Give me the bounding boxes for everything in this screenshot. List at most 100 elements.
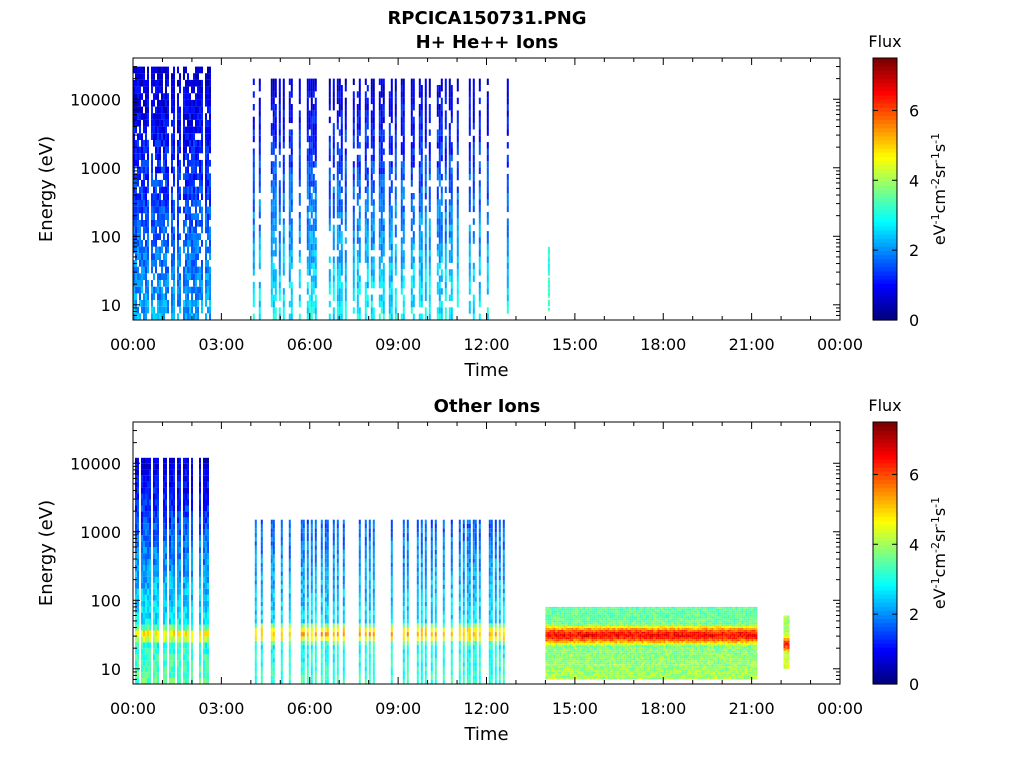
colorbar-swatch — [873, 626, 897, 632]
colorbar-swatch — [873, 548, 897, 554]
colorbar-swatch — [873, 675, 897, 681]
colorbar-swatch — [873, 462, 897, 468]
colorbar-swatch — [873, 667, 897, 673]
colorbar-swatch — [873, 557, 897, 562]
y-axis: 10 100 1000 10000 — [70, 421, 840, 685]
colorbar-swatch — [873, 115, 897, 120]
x-axis: 00:00 03:00 06:00 09:00 12:00 15:00 18:00 21:00… — [110, 422, 863, 718]
colorbar-tick-label: 2 — [909, 605, 919, 624]
colorbar-swatch — [873, 507, 897, 513]
colorbar-swatch — [873, 422, 897, 427]
colorbar-swatch — [873, 483, 897, 489]
x-tick-label: 15:00 — [552, 335, 598, 354]
colorbar-swatch — [873, 172, 897, 178]
colorbar-swatch — [873, 254, 897, 260]
colorbar-swatch — [873, 74, 897, 80]
colorbar-swatch — [873, 516, 897, 521]
y-tick-label: 10000 — [70, 454, 121, 473]
colorbar-swatch — [873, 634, 897, 640]
colorbar-swatch — [873, 111, 897, 116]
colorbar-swatch — [873, 491, 897, 497]
colorbar-swatch — [873, 487, 897, 493]
colorbar-swatch — [873, 209, 897, 215]
colorbar-label: Flux — [868, 32, 901, 51]
colorbar: 0 2 4 6 — [872, 57, 919, 330]
colorbar-swatch — [873, 467, 897, 472]
colorbar-label: Flux — [868, 396, 901, 415]
colorbar-swatch — [873, 131, 897, 137]
x-tick-label: 00:00 — [817, 335, 863, 354]
colorbar-swatch — [873, 663, 897, 669]
colorbar-swatch — [873, 299, 897, 305]
colorbar-tick-label: 0 — [909, 675, 919, 694]
y-axis-label: Energy (eV) — [36, 136, 57, 242]
colorbar-swatch — [873, 532, 897, 538]
colorbar-swatch — [873, 90, 897, 96]
colorbar-swatch — [873, 103, 897, 108]
x-axis-label: Time — [463, 360, 508, 381]
x-tick-label: 09:00 — [375, 699, 421, 718]
colorbar-swatch — [873, 86, 897, 92]
colorbar-swatch — [873, 94, 897, 100]
colorbar-swatch — [873, 458, 897, 464]
x-tick-label: 12:00 — [463, 699, 509, 718]
colorbar-swatch — [873, 630, 897, 636]
colorbar-swatch — [873, 438, 897, 444]
colorbar-swatch — [873, 82, 897, 88]
colorbar-swatch — [873, 189, 897, 194]
plot-frame — [132, 57, 841, 321]
heatmap-data — [135, 457, 790, 684]
colorbar-swatch — [873, 446, 897, 452]
colorbar-swatch — [873, 622, 897, 628]
colorbar-swatch — [873, 262, 897, 268]
colorbar-swatch — [873, 565, 897, 570]
figure-filename-title: RPCICA150731.PNG — [387, 8, 586, 29]
x-axis: 00:00 03:00 06:00 09:00 12:00 15:00 18:00 21:00… — [110, 58, 863, 354]
colorbar-swatch — [873, 143, 897, 149]
colorbar-swatch — [873, 184, 897, 190]
x-axis-label: Time — [463, 724, 508, 745]
colorbar-swatch — [873, 307, 897, 313]
colorbar-tick-label: 2 — [909, 241, 919, 260]
x-tick-label: 00:00 — [110, 699, 156, 718]
colorbar-swatch — [873, 430, 897, 435]
colorbar-swatch — [873, 283, 897, 288]
colorbar-swatch — [873, 671, 897, 677]
colorbar-frame — [872, 57, 898, 321]
colorbar-swatch — [873, 553, 897, 558]
colorbar-swatch — [873, 176, 897, 182]
colorbar-swatch — [873, 679, 897, 685]
x-tick-label: 06:00 — [287, 699, 333, 718]
colorbar-tick-label: 4 — [909, 171, 919, 190]
colorbar-swatch — [873, 573, 897, 579]
colorbar-swatch — [873, 58, 897, 63]
colorbar-swatch — [873, 180, 897, 186]
colorbar-swatch — [873, 242, 897, 247]
x-tick-label: 06:00 — [287, 335, 333, 354]
colorbar-swatch — [873, 561, 897, 566]
colorbar-swatch — [873, 589, 897, 595]
colorbar-swatch — [873, 544, 897, 550]
colorbar-swatch — [873, 127, 897, 133]
colorbar-swatch — [873, 569, 897, 575]
x-tick-label: 00:00 — [817, 699, 863, 718]
colorbar-swatch — [873, 450, 897, 456]
colorbar-swatch — [873, 193, 897, 198]
colorbar-swatch — [873, 98, 897, 104]
y-tick-label: 100 — [90, 227, 121, 246]
colorbar-frame — [872, 421, 898, 685]
panel-title: H+ He++ Ions — [416, 32, 559, 53]
colorbar-tick-label: 0 — [909, 311, 919, 330]
colorbar-swatch — [873, 598, 897, 603]
colorbar-swatch — [873, 78, 897, 84]
colorbar-swatch — [873, 62, 897, 67]
colorbar-swatch — [873, 225, 897, 231]
x-tick-label: 12:00 — [463, 335, 509, 354]
colorbar-swatch — [873, 70, 897, 75]
y-tick-label: 10 — [101, 296, 121, 315]
colorbar-swatch — [873, 250, 897, 256]
colorbar-tick-label: 4 — [909, 535, 919, 554]
x-tick-label: 09:00 — [375, 335, 421, 354]
